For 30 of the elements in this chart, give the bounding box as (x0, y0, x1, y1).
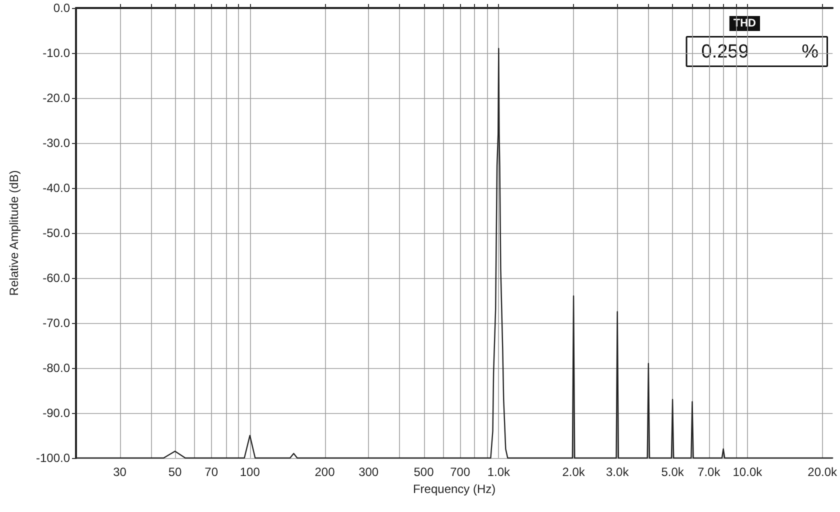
y-tick-label: -70.0 (42, 316, 70, 330)
x-tick-label: 2.0k (562, 465, 586, 479)
y-tick-label: -90.0 (42, 406, 70, 420)
annotation: 0.259 % (701, 42, 819, 62)
y-tick-label: -10.0 (42, 46, 70, 60)
x-axis-title: Frequency (Hz) (412, 482, 496, 496)
x-tick-label: 10.0k (732, 465, 764, 479)
y-tick-label: -60.0 (42, 271, 70, 285)
y-tick-label: -40.0 (42, 181, 70, 195)
x-tick-label: 200 (314, 465, 336, 479)
y-tick-label: -80.0 (42, 361, 70, 375)
y-tick-label: -30.0 (42, 136, 70, 150)
y-tick-label: -20.0 (42, 91, 70, 105)
x-tick-label: 70 (204, 465, 218, 479)
x-tick-label: 100 (240, 465, 260, 479)
x-tick-label: 500 (414, 465, 434, 479)
y-axis-title: Relative Amplitude (dB) (7, 170, 21, 296)
x-tick-label: 5.0k (661, 465, 685, 479)
x-tick-label: 7.0k (698, 465, 722, 479)
y-tick-label: 0.0 (53, 1, 70, 15)
x-tick-label: 3.0k (606, 465, 630, 479)
y-tick-label: -50.0 (42, 226, 70, 240)
x-tick-label: 30 (113, 465, 127, 479)
y-tick-label: -100.0 (36, 451, 70, 465)
x-tick-label: 300 (358, 465, 379, 479)
x-tick-label: 700 (450, 465, 470, 479)
x-tick-label: 50 (168, 465, 182, 479)
x-tick-label: 1.0k (487, 465, 511, 479)
annotation: THD (733, 18, 756, 30)
x-tick-label: 20.0k (808, 465, 838, 479)
